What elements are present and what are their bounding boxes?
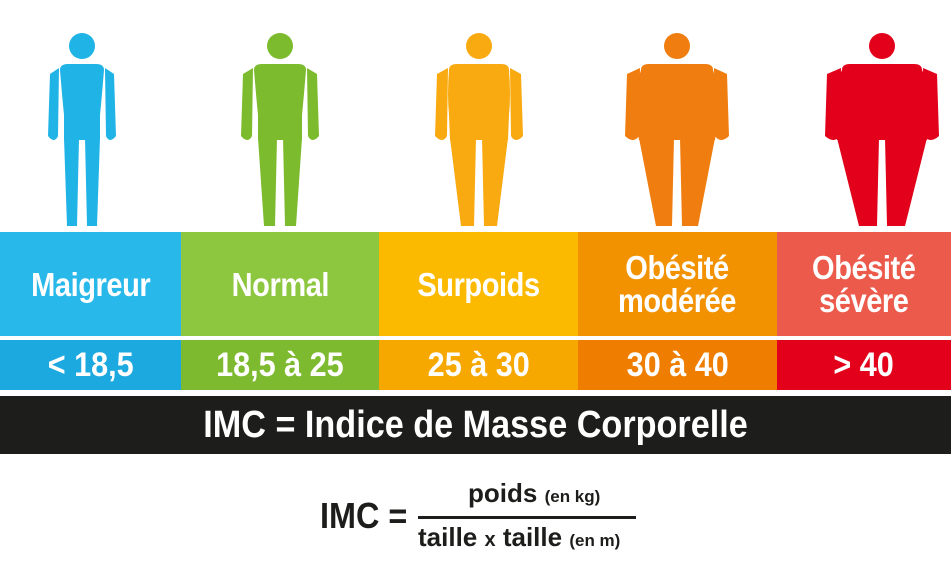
range-text: 25 à 30 [427, 345, 530, 384]
moderate-obesity-person-icon [625, 33, 729, 226]
category-label-line-2: sévère [819, 282, 909, 319]
category-label-text: Surpoids [417, 265, 540, 303]
category-label-line-1: Obésité [625, 249, 730, 286]
denominator-b: taille [502, 522, 563, 552]
underweight-person-icon [48, 33, 116, 226]
imc-title-bar: IMC = Indice de Masse Corporelle [0, 396, 951, 454]
category-label-obesite-severe: Obésité sévère [777, 232, 951, 336]
category-label-text: Normal [231, 265, 329, 303]
category-labels-row: Maigreur Normal Surpoids Obésité modérée… [0, 232, 951, 336]
range-text: 30 à 40 [626, 345, 729, 384]
normal-weight-person-icon [241, 33, 319, 226]
separator-line [0, 336, 951, 340]
category-label-surpoids: Surpoids [379, 232, 578, 336]
range-obesite-moderee: 30 à 40 [578, 340, 777, 390]
range-text: 18,5 à 25 [216, 345, 344, 384]
range-surpoids: 25 à 30 [379, 340, 578, 390]
category-label-maigreur: Maigreur [0, 232, 181, 336]
fraction-bar [418, 516, 636, 519]
bmi-ranges-row: < 18,5 18,5 à 25 25 à 30 30 à 40 > 40 [0, 340, 951, 390]
numerator-text: poids [468, 478, 538, 508]
denominator-x: x [484, 529, 496, 551]
formula-lhs: IMC = [320, 495, 408, 536]
overweight-person-icon [435, 33, 523, 226]
range-text: > 40 [833, 345, 895, 384]
denominator-a: taille [418, 522, 478, 552]
formula-denominator: taille x taille (en m) [418, 522, 620, 553]
imc-title-text: IMC = Indice de Masse Corporelle [203, 403, 748, 446]
severe-obesity-person-icon [825, 33, 939, 226]
range-maigreur: < 18,5 [0, 340, 181, 390]
range-obesite-severe: > 40 [777, 340, 951, 390]
formula-numerator: poids (en kg) [468, 478, 600, 509]
range-text: < 18,5 [47, 345, 134, 384]
denominator-unit: (en m) [569, 531, 621, 550]
range-normal: 18,5 à 25 [181, 340, 379, 390]
category-label-obesite-moderee: Obésité modérée [578, 232, 777, 336]
body-figures [0, 0, 951, 232]
imc-formula: IMC = poids (en kg) taille x taille (en … [300, 470, 660, 570]
category-label-line-2: modérée [618, 282, 737, 319]
category-label-normal: Normal [181, 232, 379, 336]
category-label-text: Maigreur [30, 265, 151, 303]
category-label-line-1: Obésité [812, 249, 916, 286]
numerator-unit: (en kg) [544, 487, 601, 506]
